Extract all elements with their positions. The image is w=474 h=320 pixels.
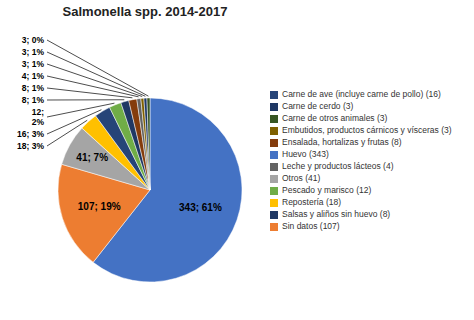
html-text:Sin datos (107): Sin datos (107) <box>282 221 340 231</box>
svg-text:107; 19%: 107; 19% <box>78 201 121 212</box>
svg-text:2%: 2% <box>32 117 45 127</box>
svg-text:41; 7%: 41; 7% <box>76 152 108 163</box>
html-text:Salmonella spp. 2014-2017: Salmonella spp. 2014-2017 <box>62 4 228 19</box>
html-text:Embutidos, productos cárnicos: Embutidos, productos cárnicos y vísceras… <box>282 125 452 135</box>
html-text:Carne de ave (incluye carne de: Carne de ave (incluye carne de pollo) (1… <box>282 89 441 99</box>
svg-text:8; 1%: 8; 1% <box>22 95 45 105</box>
html-text:Huevo (343): Huevo (343) <box>282 149 329 159</box>
html-text:Carne de otros animales (3): Carne de otros animales (3) <box>282 113 388 123</box>
svg-text:16; 3%: 16; 3% <box>17 129 44 139</box>
svg-text:3; 1%: 3; 1% <box>22 47 45 57</box>
html-text:Salsas y aliños sin huevo (8): Salsas y aliños sin huevo (8) <box>282 209 391 219</box>
svg-text:4; 1%: 4; 1% <box>22 71 45 81</box>
svg-text:18; 3%: 18; 3% <box>17 141 44 151</box>
svg-text:8; 1%: 8; 1% <box>22 83 45 93</box>
html-text:Carne de cerdo (3): Carne de cerdo (3) <box>282 101 354 111</box>
html-text:Pescado y marisco (12): Pescado y marisco (12) <box>282 185 372 195</box>
html-text:Otros (41): Otros (41) <box>282 173 321 183</box>
svg-text:3; 1%: 3; 1% <box>22 59 45 69</box>
svg-text:3; 0%: 3; 0% <box>22 35 45 45</box>
svg-text:12;: 12; <box>32 107 44 117</box>
html-text:Repostería (18): Repostería (18) <box>282 197 342 207</box>
html-text:Leche y productos lácteos (4): Leche y productos lácteos (4) <box>282 161 394 171</box>
svg-text:343; 61%: 343; 61% <box>179 202 222 213</box>
html-text:Ensalada, hortalizas y frutas: Ensalada, hortalizas y frutas (8) <box>282 137 402 147</box>
